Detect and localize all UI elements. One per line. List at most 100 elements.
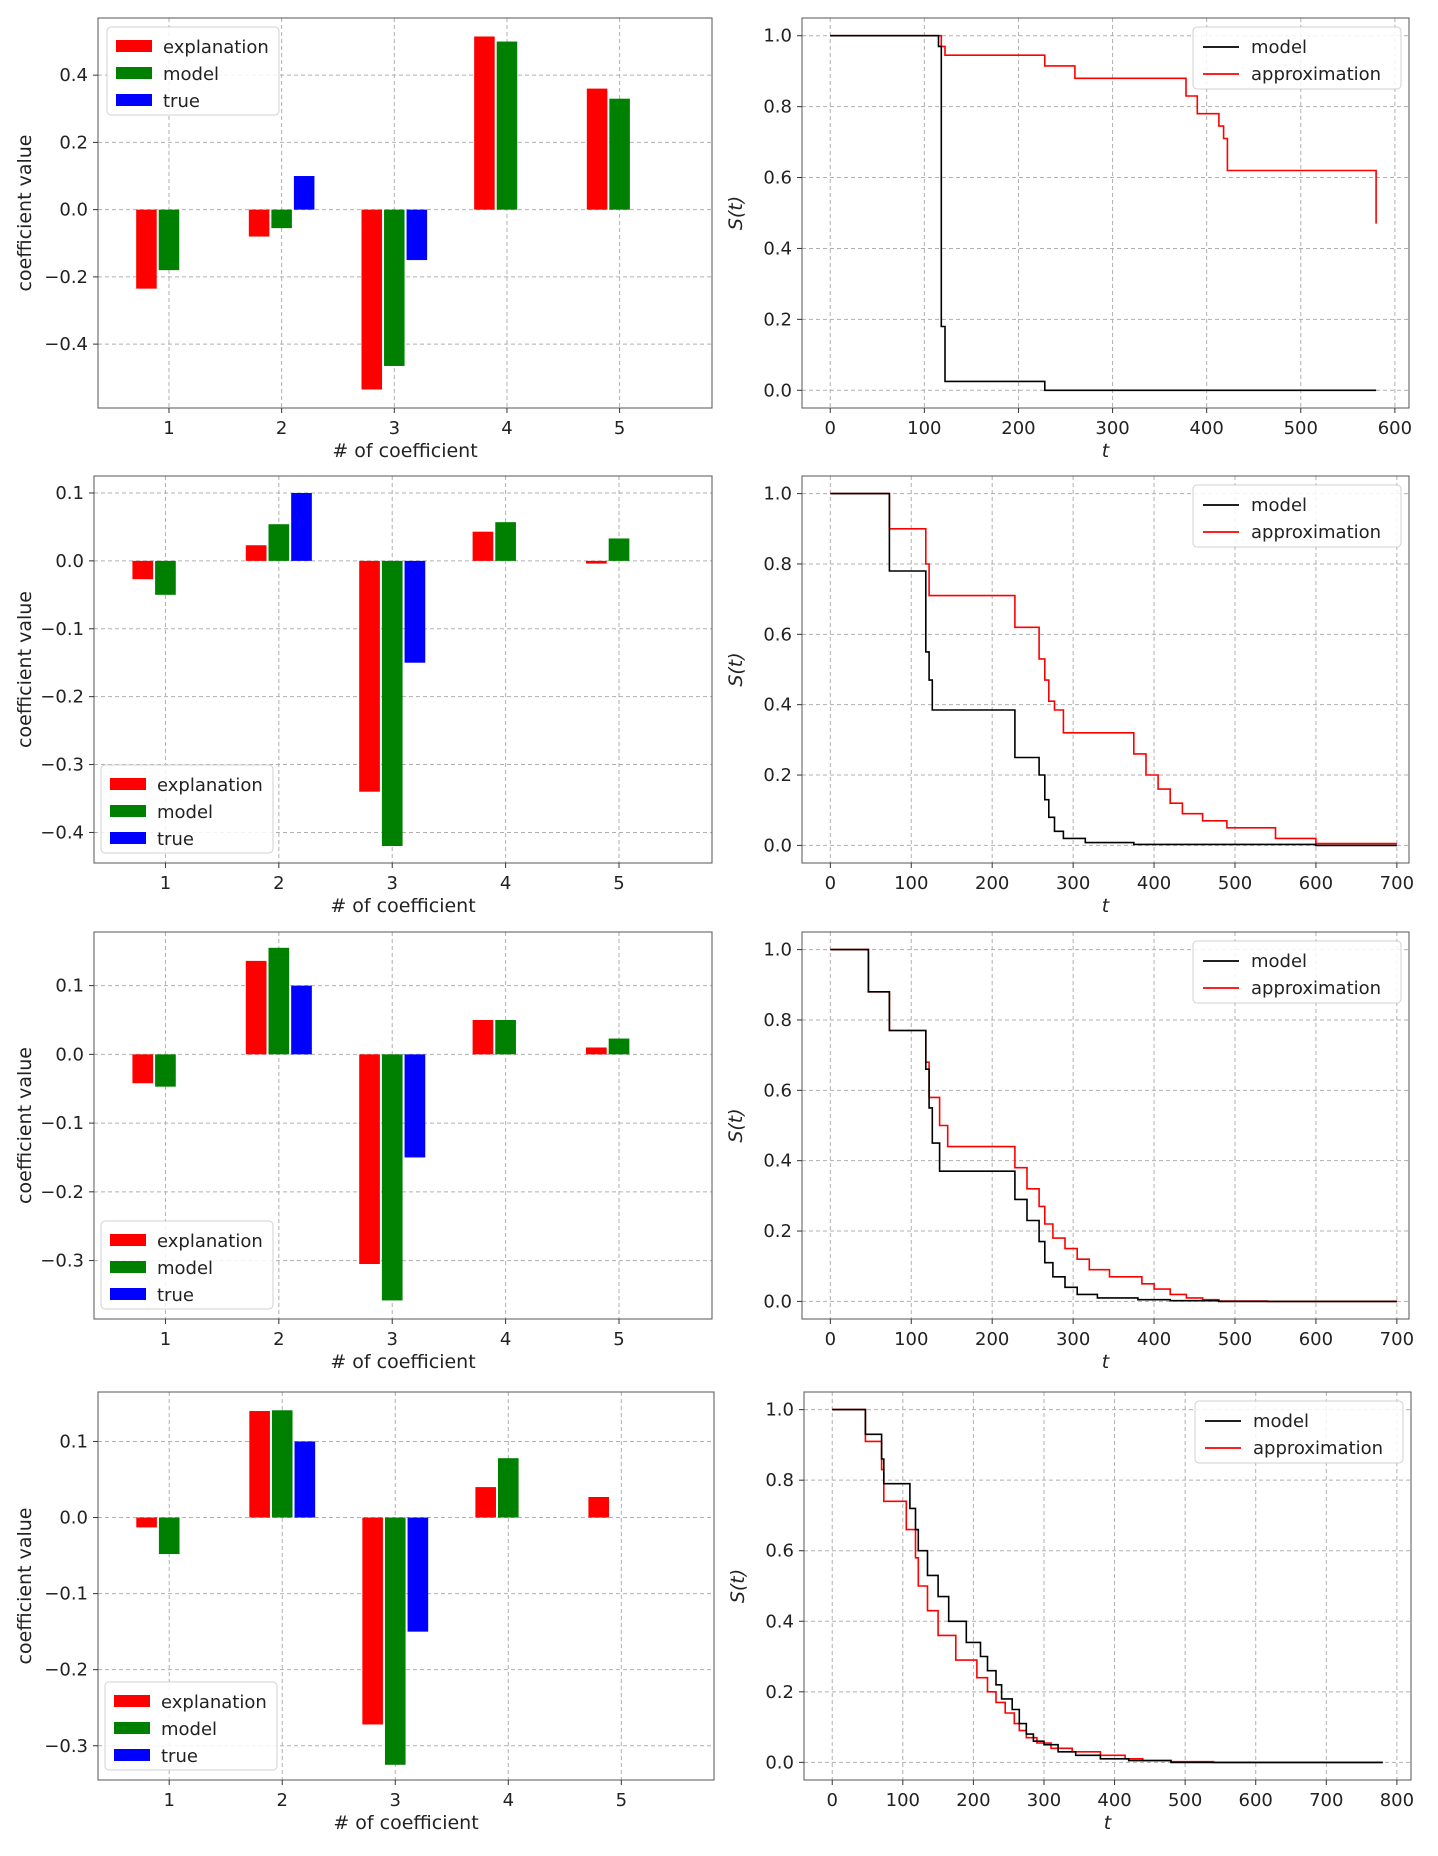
y-tick-label: 0.4: [763, 695, 792, 716]
x-axis-label: t: [1102, 1351, 1111, 1373]
y-axis-label: S(t): [725, 652, 747, 686]
x-tick-label: 500: [1168, 1790, 1202, 1811]
legend-swatch-true: [110, 832, 146, 844]
y-tick-label: 0.1: [55, 483, 84, 504]
bar-chart-3: −0.3 −0.2 −0.1 0.0 0.1 1 2 3 4 5 # of coefficient c…: [14, 931, 713, 1373]
bar-true: [407, 1517, 429, 1632]
x-tick-label: 3: [387, 1329, 398, 1350]
x-tick-label: 800: [1380, 1790, 1414, 1811]
x-tick-label: 100: [894, 873, 928, 894]
bar-chart-2: −0.4 −0.3 −0.2 −0.1 0.0 0.1 1 2 3 4 5 # of coeffici…: [14, 475, 713, 917]
y-axis-label: coefficient value: [14, 1047, 36, 1204]
bar-explanation: [132, 560, 154, 580]
bar-chart-1: −0.4 −0.2 0.0 0.2 0.4 1 2 3 4 5 # of coefficient co…: [14, 17, 713, 462]
y-tick-label: 1.0: [765, 1400, 794, 1421]
x-tick-label: 2: [273, 873, 284, 894]
bar-true: [404, 1054, 426, 1158]
bar-model: [381, 1054, 403, 1301]
legend: explanation model true: [104, 1681, 278, 1771]
series-line-model: [832, 1408, 1383, 1764]
y-axis-label: coefficient value: [14, 135, 36, 292]
bar-true: [291, 492, 312, 561]
y-tick-label: 0.8: [765, 1470, 794, 1491]
bar-model: [384, 1517, 406, 1765]
x-tick-label: 600: [1239, 1790, 1273, 1811]
legend: model approximation: [1194, 1400, 1404, 1464]
x-tick-label: 0: [827, 1790, 838, 1811]
bar-explanation: [248, 209, 270, 237]
y-tick-label: −0.1: [44, 1584, 88, 1605]
y-tick-label: −0.2: [44, 267, 88, 288]
legend-label-approximation: approximation: [1251, 522, 1381, 543]
bar-explanation: [585, 560, 607, 564]
x-tick-label: 100: [894, 1329, 928, 1350]
bar-model: [268, 524, 290, 561]
legend-label-model: model: [157, 1258, 213, 1279]
x-tick-label: 4: [500, 873, 511, 894]
plot-frame: [97, 17, 713, 409]
series-line-model: [830, 34, 1377, 392]
x-tick-label: 5: [613, 873, 624, 894]
legend-label-model: model: [1253, 1411, 1309, 1432]
y-tick-label: 0.2: [765, 1682, 794, 1703]
y-tick-label: 0.0: [763, 1291, 792, 1312]
bar-explanation: [362, 1517, 383, 1725]
bar-explanation: [245, 545, 267, 561]
y-tick-label: 0.0: [763, 835, 792, 856]
line-chart-2: 0.0 0.2 0.4 0.6 0.8 1.0 0 100 200 300 400 500 600 700…: [725, 475, 1414, 917]
y-tick-label: −0.1: [40, 1113, 84, 1134]
x-tick-label: 2: [273, 1329, 284, 1350]
legend-label-model: model: [1251, 37, 1307, 58]
line-chart-1: 0.0 0.2 0.4 0.6 0.8 1.0 0 100 200 300 400 500 600 t S(…: [725, 17, 1412, 462]
y-tick-label: −0.2: [44, 1660, 88, 1681]
y-tick-label: 0.4: [763, 1151, 792, 1172]
legend: model approximation: [1192, 940, 1402, 1004]
bar-model: [271, 1410, 293, 1518]
bar-true: [404, 560, 426, 663]
bar-explanation: [245, 960, 267, 1055]
legend-label-explanation: explanation: [157, 1231, 263, 1252]
x-tick-label: 700: [1380, 1329, 1414, 1350]
y-tick-label: 0.0: [55, 1044, 84, 1065]
x-tick-label: 500: [1218, 1329, 1252, 1350]
legend-label-model: model: [161, 1719, 217, 1740]
y-tick-label: 1.0: [763, 26, 792, 47]
bar-explanation: [359, 1054, 380, 1265]
legend-swatch-true: [110, 1288, 146, 1300]
legend-label-true: true: [157, 1285, 194, 1306]
legend-label-approximation: approximation: [1251, 978, 1381, 999]
y-tick-label: 0.0: [763, 380, 792, 401]
y-tick-label: 0.8: [763, 1010, 792, 1031]
legend-swatch-explanation: [110, 1234, 146, 1246]
y-tick-label: −0.3: [44, 1736, 88, 1757]
y-tick-label: 0.6: [763, 1080, 792, 1101]
x-tick-label: 600: [1378, 418, 1412, 439]
bar-explanation: [361, 209, 383, 390]
legend-label-model: model: [1251, 951, 1307, 972]
x-tick-label: 400: [1097, 1790, 1131, 1811]
x-tick-label: 1: [163, 1790, 174, 1811]
x-axis-label: # of coefficient: [330, 895, 475, 917]
x-tick-label: 2: [276, 418, 287, 439]
x-tick-label: 200: [956, 1790, 990, 1811]
series-line-approximation: [832, 1408, 1383, 1764]
y-tick-label: −0.4: [40, 822, 84, 843]
legend: model approximation: [1192, 484, 1402, 548]
plot-frame: [801, 931, 1410, 1320]
x-axis-label: # of coefficient: [332, 440, 477, 462]
legend-box: [1194, 1400, 1404, 1464]
series-line-approximation: [830, 492, 1397, 845]
y-axis-label: S(t): [725, 196, 747, 230]
bar-model: [608, 1038, 630, 1055]
bar-explanation: [588, 1496, 610, 1518]
plot-frame: [801, 475, 1410, 864]
y-tick-label: 1.0: [763, 484, 792, 505]
y-tick-label: −0.1: [40, 619, 84, 640]
y-tick-label: −0.2: [40, 1182, 84, 1203]
legend: explanation model true: [100, 764, 274, 854]
y-tick-label: 0.0: [765, 1752, 794, 1773]
x-tick-label: 2: [277, 1790, 288, 1811]
legend-label-approximation: approximation: [1251, 64, 1381, 85]
legend-swatch-true: [116, 94, 152, 106]
bar-explanation: [474, 36, 495, 210]
